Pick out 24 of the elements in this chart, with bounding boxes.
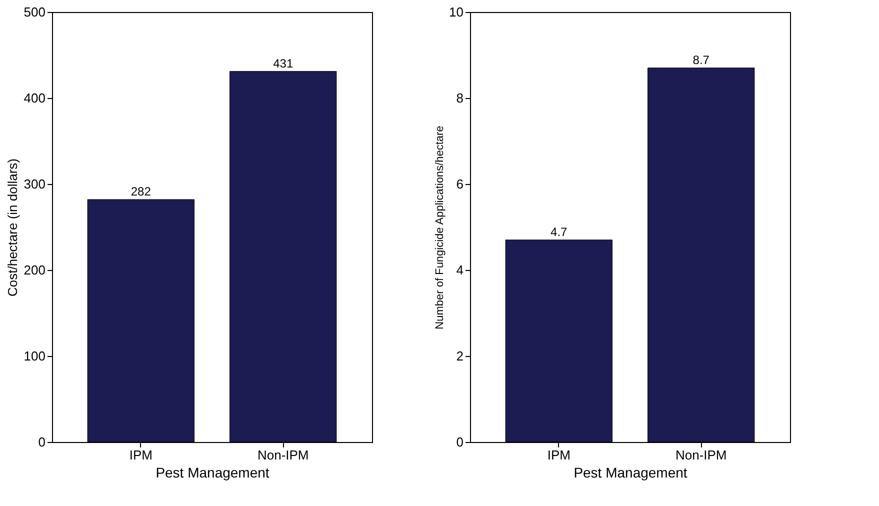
y-axis-title: Cost/hectare (in dollars) bbox=[4, 158, 20, 296]
y-tick-label: 400 bbox=[24, 90, 46, 106]
y-tick-label: 8 bbox=[456, 90, 464, 106]
x-axis-title: Pest Management bbox=[156, 464, 270, 480]
y-tick-label: 4 bbox=[456, 262, 464, 278]
x-tick-label: Non-IPM bbox=[257, 448, 309, 462]
y-tick-label: 300 bbox=[24, 176, 46, 192]
x-tick-label: Non-IPM bbox=[675, 448, 727, 462]
y-tick-label: 0 bbox=[38, 434, 46, 450]
data-label: 282 bbox=[130, 184, 152, 198]
y-tick-label: 500 bbox=[24, 4, 46, 20]
x-axis-title: Pest Management bbox=[574, 464, 688, 480]
y-tick-label: 100 bbox=[24, 348, 46, 364]
x-tick-label: IPM bbox=[129, 448, 152, 462]
data-label: 431 bbox=[273, 56, 294, 70]
data-label: 4.7 bbox=[550, 224, 568, 239]
y-axis-title: Number of Fungicide Applications/hectare bbox=[434, 126, 446, 330]
y-tick-label: 10 bbox=[449, 4, 464, 20]
data-label: 8.7 bbox=[692, 52, 710, 67]
y-tick-label: 2 bbox=[456, 348, 464, 364]
y-tick-label: 0 bbox=[456, 434, 464, 450]
y-tick-label: 6 bbox=[456, 176, 464, 192]
x-tick-label: IPM bbox=[547, 448, 570, 462]
y-tick-label: 200 bbox=[24, 262, 46, 278]
